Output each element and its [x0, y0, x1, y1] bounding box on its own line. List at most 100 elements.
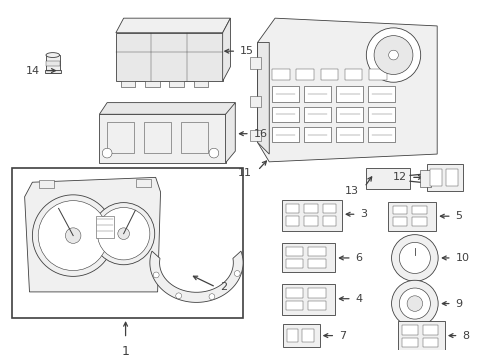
- Bar: [46, 55, 60, 72]
- Bar: [304, 86, 331, 102]
- Bar: [307, 247, 325, 256]
- Bar: [307, 259, 325, 267]
- Bar: [304, 127, 331, 143]
- Circle shape: [208, 294, 214, 300]
- Bar: [145, 81, 159, 87]
- Bar: [249, 96, 261, 108]
- Bar: [419, 170, 430, 187]
- Bar: [422, 325, 437, 335]
- Bar: [422, 338, 437, 347]
- Bar: [249, 130, 261, 141]
- Bar: [136, 179, 150, 187]
- Polygon shape: [257, 42, 269, 154]
- Bar: [322, 203, 336, 213]
- Bar: [368, 69, 386, 80]
- Bar: [107, 122, 134, 153]
- Polygon shape: [257, 18, 436, 162]
- Bar: [402, 338, 417, 347]
- Circle shape: [234, 271, 240, 276]
- Bar: [336, 107, 363, 122]
- Bar: [411, 206, 426, 214]
- Bar: [304, 107, 331, 122]
- Bar: [387, 202, 435, 231]
- Circle shape: [391, 280, 437, 327]
- Bar: [429, 168, 441, 186]
- Text: 14: 14: [26, 66, 40, 76]
- Bar: [281, 284, 335, 315]
- Polygon shape: [99, 103, 235, 114]
- Text: 10: 10: [455, 253, 468, 263]
- Bar: [367, 127, 395, 143]
- Bar: [285, 259, 303, 267]
- Bar: [307, 301, 325, 310]
- Circle shape: [399, 242, 429, 274]
- Bar: [285, 247, 303, 256]
- Bar: [285, 216, 299, 226]
- Bar: [392, 217, 407, 226]
- Text: 9: 9: [455, 298, 462, 309]
- Text: 2: 2: [219, 282, 226, 292]
- Bar: [272, 69, 289, 80]
- Bar: [285, 203, 299, 213]
- Text: 5: 5: [455, 211, 462, 221]
- Bar: [302, 329, 313, 342]
- Bar: [304, 216, 317, 226]
- Bar: [272, 86, 299, 102]
- Text: 4: 4: [355, 294, 362, 304]
- Bar: [281, 243, 335, 273]
- Text: 11: 11: [237, 168, 251, 179]
- Polygon shape: [116, 18, 230, 33]
- Bar: [307, 288, 325, 298]
- Bar: [282, 324, 319, 347]
- Ellipse shape: [46, 53, 60, 58]
- Text: 15: 15: [240, 46, 254, 56]
- Bar: [322, 216, 336, 226]
- Bar: [367, 107, 395, 122]
- Bar: [411, 217, 426, 226]
- Circle shape: [175, 293, 181, 299]
- Text: 7: 7: [339, 330, 346, 341]
- Circle shape: [102, 148, 112, 158]
- Circle shape: [38, 201, 108, 271]
- Bar: [96, 216, 114, 238]
- Bar: [121, 81, 135, 87]
- Circle shape: [153, 272, 159, 278]
- Bar: [336, 127, 363, 143]
- Circle shape: [118, 228, 129, 239]
- Circle shape: [97, 207, 149, 260]
- Bar: [272, 107, 299, 122]
- Bar: [169, 81, 183, 87]
- Text: 1: 1: [122, 345, 129, 358]
- Text: 13: 13: [344, 186, 358, 196]
- Bar: [249, 57, 261, 69]
- Bar: [46, 61, 60, 66]
- Bar: [366, 168, 409, 189]
- Bar: [285, 288, 303, 298]
- Bar: [367, 86, 395, 102]
- Bar: [304, 203, 317, 213]
- Bar: [45, 69, 61, 73]
- Circle shape: [407, 296, 422, 311]
- Bar: [402, 325, 417, 335]
- Circle shape: [388, 50, 398, 60]
- Text: 6: 6: [355, 253, 362, 263]
- Bar: [392, 206, 407, 214]
- Bar: [320, 69, 338, 80]
- Polygon shape: [149, 251, 243, 302]
- Bar: [144, 122, 171, 153]
- Text: 16: 16: [253, 129, 267, 139]
- Bar: [181, 122, 208, 153]
- Bar: [39, 180, 54, 188]
- Polygon shape: [225, 103, 235, 163]
- Bar: [426, 164, 463, 191]
- Bar: [398, 321, 444, 352]
- Bar: [296, 69, 313, 80]
- Text: 8: 8: [462, 330, 468, 341]
- Circle shape: [92, 203, 154, 265]
- Bar: [344, 69, 362, 80]
- Polygon shape: [222, 18, 230, 81]
- Bar: [285, 301, 303, 310]
- Bar: [272, 127, 299, 143]
- Polygon shape: [24, 177, 160, 292]
- Text: 12: 12: [392, 172, 407, 183]
